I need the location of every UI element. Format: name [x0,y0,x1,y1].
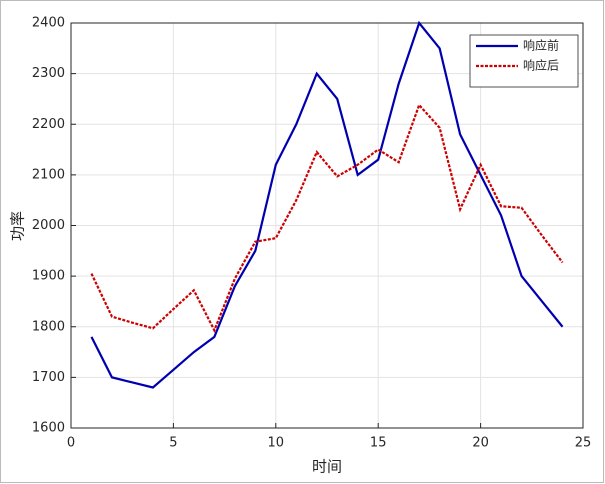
x-tick-label: 20 [472,436,489,451]
y-tick-label: 1800 [32,319,65,334]
y-tick-label: 2300 [32,66,65,81]
y-tick-label: 1600 [32,421,65,436]
legend-text: 响应后 [523,58,559,73]
series-line [90,20,564,389]
x-tick-label: 15 [370,436,387,451]
x-tick-label: 5 [169,436,177,451]
legend-box [469,34,579,88]
x-tick-label: 25 [575,436,592,451]
x-axis-title: 时间 [312,458,342,476]
y-tick-label: 2000 [32,218,65,233]
y-axis-title: 功率 [9,211,27,241]
axes-box [70,22,584,429]
y-tick-label: 2400 [32,16,65,31]
y-tick-label: 1900 [32,269,65,284]
y-tick-label: 2100 [32,167,65,182]
y-tick-label: 1700 [32,370,65,385]
y-tick-label: 2200 [32,117,65,132]
x-tick-label: 0 [67,436,75,451]
x-tick-label: 10 [268,436,285,451]
legend-text: 响应前 [523,38,559,53]
series-line [90,102,564,333]
